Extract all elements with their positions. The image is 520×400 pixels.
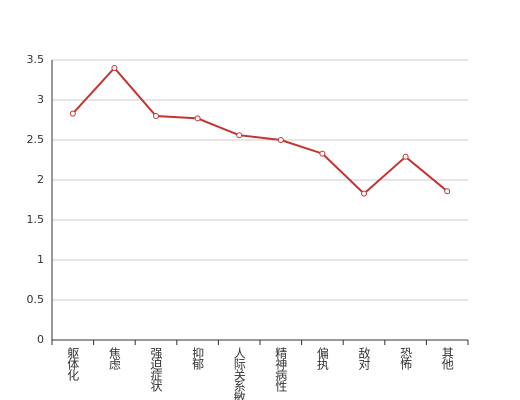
y-tick-label: 0.5 — [27, 293, 45, 306]
point — [194, 115, 201, 122]
y-tick-label: 1 — [37, 253, 44, 266]
x-tick-label: 精神病性 — [274, 347, 288, 393]
point — [319, 150, 326, 157]
point — [277, 137, 284, 143]
x-tick-label: 其他 — [440, 347, 454, 370]
x-tick-label: 恐怖 — [399, 347, 413, 370]
x-tick-label: 敌对 — [357, 346, 371, 370]
x-tick-label: 偏执 — [315, 346, 329, 371]
point — [153, 113, 159, 119]
y-tick-label: 2 — [37, 173, 44, 186]
y-tick-label: 0 — [37, 333, 44, 346]
point — [236, 132, 243, 139]
y-tick-label: 3.5 — [27, 53, 45, 66]
x-tick-label: 强迫症状 — [149, 347, 163, 392]
point — [361, 190, 367, 197]
x-tick-label: 人际关系敏感 — [232, 347, 246, 400]
y-tick-label: 1.5 — [27, 213, 45, 226]
x-tick-label: 抑郁 — [191, 346, 205, 371]
x-tick-label: 躯体化 — [66, 346, 80, 382]
y-tick-label: 2.5 — [27, 133, 45, 146]
y-tick-label: 3 — [37, 93, 44, 106]
point — [402, 153, 409, 160]
line — [72, 66, 448, 195]
point — [444, 188, 451, 195]
point — [111, 65, 118, 71]
x-tick-label: 焦虑 — [107, 347, 121, 370]
point — [69, 110, 76, 117]
